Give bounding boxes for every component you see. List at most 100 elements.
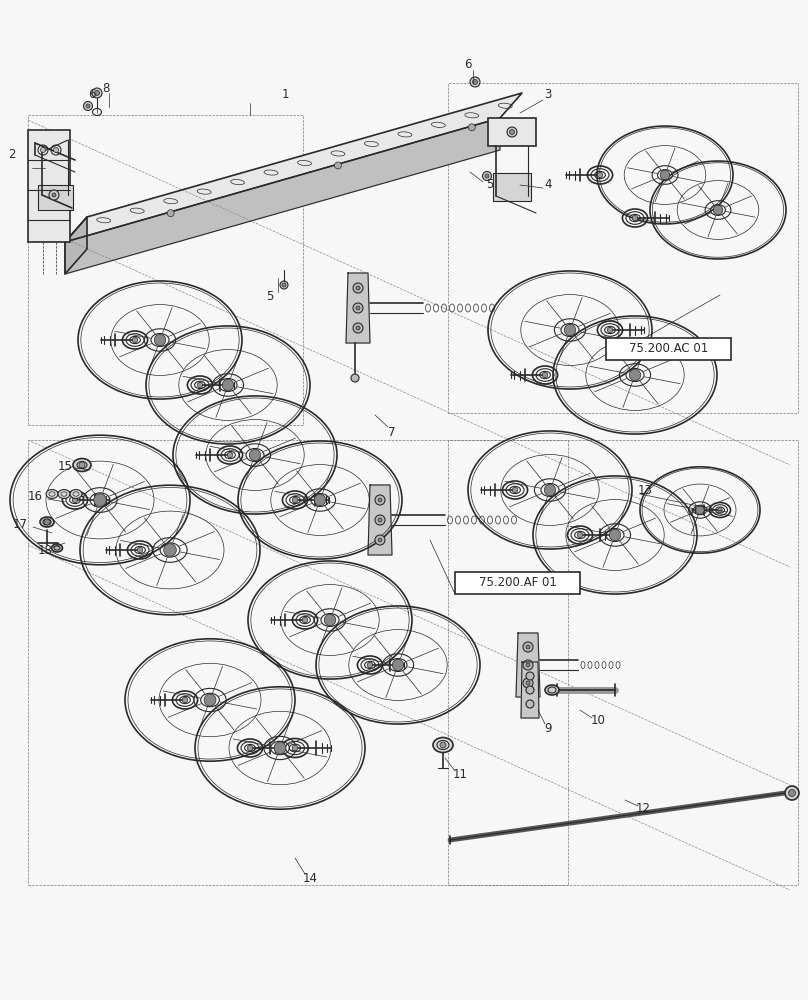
Polygon shape bbox=[65, 93, 522, 242]
Circle shape bbox=[314, 494, 326, 506]
Circle shape bbox=[356, 306, 360, 310]
Circle shape bbox=[523, 642, 533, 652]
Ellipse shape bbox=[70, 489, 82, 498]
Bar bbox=[493, 173, 531, 201]
Text: 7: 7 bbox=[389, 426, 396, 438]
Circle shape bbox=[526, 681, 530, 685]
Circle shape bbox=[440, 742, 446, 748]
Text: 6: 6 bbox=[465, 58, 472, 72]
Circle shape bbox=[44, 519, 50, 525]
Circle shape bbox=[183, 697, 187, 703]
Circle shape bbox=[351, 374, 359, 382]
Circle shape bbox=[577, 532, 583, 538]
Circle shape bbox=[523, 660, 533, 670]
Text: 8: 8 bbox=[103, 82, 110, 95]
Ellipse shape bbox=[46, 489, 58, 498]
Bar bbox=[28, 130, 70, 242]
Circle shape bbox=[378, 518, 382, 522]
Circle shape bbox=[72, 497, 78, 503]
Text: 5: 5 bbox=[486, 178, 494, 192]
Text: 6: 6 bbox=[88, 89, 96, 102]
Circle shape bbox=[40, 147, 45, 152]
Circle shape bbox=[608, 327, 612, 333]
Circle shape bbox=[470, 77, 480, 87]
Circle shape bbox=[609, 529, 621, 541]
Circle shape bbox=[633, 215, 638, 221]
Text: 11: 11 bbox=[452, 768, 468, 782]
Circle shape bbox=[375, 495, 385, 505]
Circle shape bbox=[94, 494, 107, 506]
Ellipse shape bbox=[433, 738, 453, 752]
Polygon shape bbox=[516, 633, 540, 697]
Circle shape bbox=[353, 283, 363, 293]
Circle shape bbox=[335, 162, 342, 169]
Text: 5: 5 bbox=[267, 290, 274, 302]
Ellipse shape bbox=[58, 489, 70, 498]
Circle shape bbox=[512, 487, 518, 493]
Circle shape bbox=[353, 303, 363, 313]
Circle shape bbox=[197, 382, 203, 388]
Circle shape bbox=[356, 326, 360, 330]
Circle shape bbox=[629, 369, 641, 381]
Text: 10: 10 bbox=[591, 714, 605, 726]
Polygon shape bbox=[65, 118, 500, 274]
Circle shape bbox=[485, 174, 489, 178]
Circle shape bbox=[375, 515, 385, 525]
Bar bbox=[448, 440, 798, 885]
Circle shape bbox=[523, 678, 533, 688]
Text: 17: 17 bbox=[12, 518, 27, 532]
Ellipse shape bbox=[40, 517, 54, 527]
Circle shape bbox=[86, 104, 90, 108]
Circle shape bbox=[280, 281, 288, 289]
Bar bbox=[28, 440, 568, 885]
Text: 75.200.AF 01: 75.200.AF 01 bbox=[478, 576, 557, 589]
Bar bbox=[455, 572, 580, 594]
Circle shape bbox=[83, 102, 92, 110]
Polygon shape bbox=[346, 273, 370, 343]
Circle shape bbox=[473, 80, 478, 85]
Circle shape bbox=[79, 462, 85, 468]
Circle shape bbox=[133, 337, 137, 343]
Bar bbox=[38, 185, 73, 210]
Circle shape bbox=[282, 283, 286, 287]
Text: 12: 12 bbox=[636, 802, 650, 814]
Circle shape bbox=[368, 662, 372, 668]
Text: 75.200.AC 01: 75.200.AC 01 bbox=[629, 342, 708, 356]
Circle shape bbox=[526, 645, 530, 649]
Circle shape bbox=[249, 449, 261, 461]
Circle shape bbox=[526, 700, 534, 708]
Circle shape bbox=[53, 147, 58, 152]
Circle shape bbox=[564, 324, 576, 336]
Circle shape bbox=[353, 323, 363, 333]
Circle shape bbox=[378, 538, 382, 542]
Text: 9: 9 bbox=[545, 722, 552, 734]
Circle shape bbox=[392, 659, 404, 671]
Circle shape bbox=[510, 129, 515, 134]
Text: 13: 13 bbox=[638, 484, 652, 496]
Polygon shape bbox=[368, 485, 392, 555]
Circle shape bbox=[378, 498, 382, 502]
Text: 16: 16 bbox=[27, 490, 43, 504]
Circle shape bbox=[154, 334, 166, 346]
Circle shape bbox=[52, 193, 56, 197]
Text: 4: 4 bbox=[545, 178, 552, 192]
Circle shape bbox=[507, 127, 517, 137]
Circle shape bbox=[526, 686, 534, 694]
Circle shape bbox=[92, 88, 102, 98]
Circle shape bbox=[545, 484, 556, 496]
Circle shape bbox=[227, 452, 233, 458]
Circle shape bbox=[597, 172, 603, 178]
Circle shape bbox=[95, 91, 99, 96]
Text: 2: 2 bbox=[8, 148, 15, 161]
Polygon shape bbox=[521, 662, 539, 718]
Circle shape bbox=[247, 745, 253, 751]
Circle shape bbox=[274, 742, 286, 754]
Bar bbox=[28, 115, 303, 425]
Circle shape bbox=[356, 286, 360, 290]
Circle shape bbox=[164, 544, 176, 556]
Text: 15: 15 bbox=[57, 460, 73, 473]
Bar bbox=[606, 338, 731, 360]
Bar bbox=[488, 118, 536, 146]
Circle shape bbox=[204, 694, 216, 706]
Circle shape bbox=[49, 190, 59, 200]
